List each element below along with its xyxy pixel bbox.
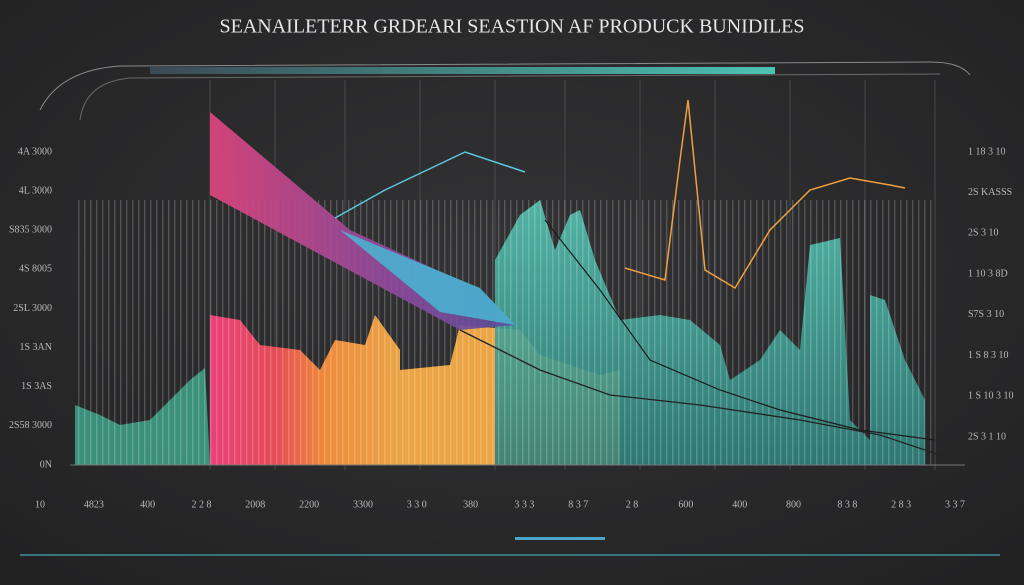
bottom-label: 3 3 0 <box>407 499 427 510</box>
bottom-label: 3300 <box>353 499 373 510</box>
title: SEANAILETERR GRDEARI SEASTION AF PRODUCK… <box>219 16 804 38</box>
bottom-label: 2 8 <box>626 499 639 510</box>
right-label: 2S 3 10 <box>968 228 999 239</box>
bottom-accent <box>515 537 605 540</box>
labels: 4A 3000 4L 3000 S835 3000 4S 8005 2SL 3000 1S… <box>9 146 1014 510</box>
left-label: S835 3000 <box>9 225 52 236</box>
left-label: 2S58 3000 <box>9 420 52 431</box>
right-label: 2S 3 1 10 <box>968 431 1006 442</box>
right-label: 1 18 3 10 <box>968 146 1006 157</box>
bottom-label: 8 3 8 <box>837 499 857 510</box>
right-label: S7S 3 10 <box>968 309 1004 320</box>
right-label: 1 S 10 3 10 <box>968 391 1014 402</box>
ribbon <box>340 230 515 325</box>
bottom-label: 2008 <box>245 499 265 510</box>
left-label: 2SL 3000 <box>13 303 52 314</box>
right-label: 2S KASSS <box>968 187 1012 198</box>
line-dark <box>459 329 941 456</box>
bottom-label: 380 <box>463 499 478 510</box>
left-label: 4S 8005 <box>19 264 52 275</box>
left-label: 1S 3AS <box>21 381 52 392</box>
bottom-label: 2 8 3 <box>891 499 911 510</box>
bars <box>75 200 935 465</box>
line-blue <box>334 151 526 219</box>
bottom-label: 800 <box>786 499 801 510</box>
bottom-label: 3 3 3 <box>514 499 534 510</box>
line-orange <box>624 99 906 290</box>
left-label: 4L 3000 <box>19 185 52 196</box>
bottom-label: 8 3 7 <box>568 499 588 510</box>
right-label: 1 S 8 3 10 <box>968 350 1009 361</box>
frame-curve <box>79 73 941 121</box>
bottom-label: 4823 <box>84 499 104 510</box>
bottom-label: 3 3 7 <box>945 499 965 510</box>
bottom-label: 400 <box>732 499 747 510</box>
bottom-label: 600 <box>678 499 693 510</box>
bottom-label: 2 2 8 <box>191 499 211 510</box>
top-bar <box>150 67 775 74</box>
left-label: 1S 3AN <box>19 342 52 353</box>
bottom-label: 2200 <box>299 499 319 510</box>
line-dark <box>544 219 936 441</box>
left-label: 0N <box>40 459 52 470</box>
right-label: 1 10 3 8D <box>968 268 1008 279</box>
frame-curve <box>39 61 971 111</box>
left-label: 4A 3000 <box>18 146 52 157</box>
bottom-label: 400 <box>140 499 155 510</box>
bottom-label: 10 <box>35 499 45 510</box>
